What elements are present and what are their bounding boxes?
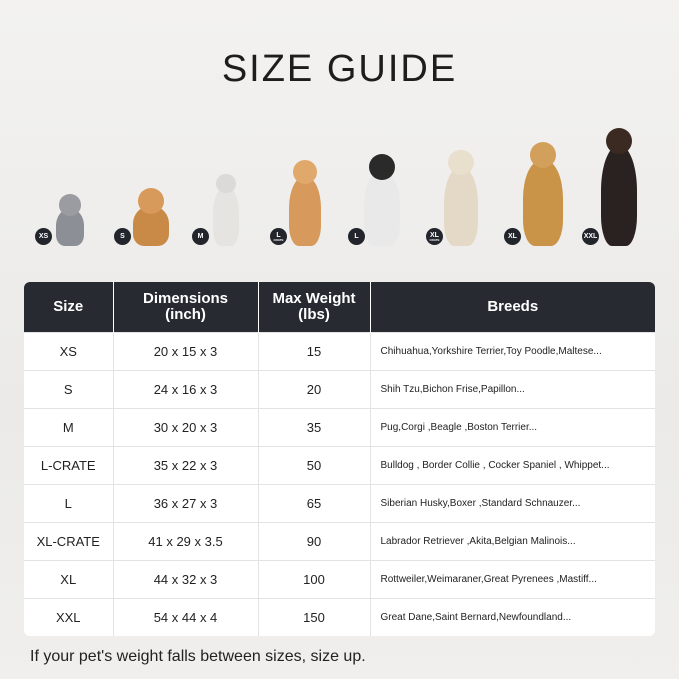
page-title: SIZE GUIDE [221,48,458,90]
dimensions-cell: 20 x 15 x 3 [113,331,259,370]
size-cell: L-CRATE [24,445,114,484]
table-header-row: Size Dimensions (inch) Max Weight (lbs) Breed… [24,282,655,332]
dimensions-cell: 41 x 29 x 3.5 [113,521,259,560]
table-row: L 36 x 27 x 3 65 Siberian Husky,Boxer ,Stan… [24,483,655,522]
size-badge: XXL [582,228,599,245]
table-row: M 30 x 20 x 3 35 Pug,Corgi ,Beagle ,Boston … [24,407,655,446]
table-row: XL 44 x 32 x 3 100 Rottweiler,Weimaraner,Gr… [24,559,655,598]
size-badge: XL [504,228,521,245]
size-badge: XS [35,228,52,245]
size-cell: L [24,483,114,522]
header-line: Size [53,297,84,315]
weight-cell: 90 [258,521,371,560]
header-line: Max Weight [272,289,356,307]
column-header: Breeds [370,282,655,332]
dimensions-cell: 36 x 27 x 3 [113,483,259,522]
dimensions-cell: 24 x 16 x 3 [113,369,259,408]
dimensions-cell: 44 x 32 x 3 [113,559,259,598]
header-line: Dimensions [142,289,229,307]
weight-cell: 20 [258,369,371,408]
golden-retriever-image [518,142,568,246]
badge-label: XXL [583,233,598,240]
size-badge: XL CRATE [426,228,443,245]
breeds-cell: Chihuahua,Yorkshire Terrier,Toy Poodle,M… [370,331,655,370]
header-line: (inch) [165,305,206,323]
size-badge: M [192,228,209,245]
border-collie-image [360,154,404,246]
badge-sublabel: CRATE [273,237,284,242]
size-table: Size Dimensions (inch) Max Weight (lbs) Breed… [24,282,655,636]
breeds-cell: Labrador Retriever ,Akita,Belgian Malino… [370,521,655,560]
table-row: S 24 x 16 x 3 20 Shih Tzu,Bichon Frise,Papi… [24,369,655,408]
weight-cell: 65 [258,483,371,522]
weight-cell: 150 [258,597,371,636]
dimensions-cell: 54 x 44 x 4 [113,597,259,636]
breeds-cell: Bulldog , Border Collie , Cocker Spaniel… [370,445,655,484]
footer-note: If your pet's weight falls between sizes… [30,648,366,665]
weight-cell: 15 [258,331,371,370]
table-row: XS 20 x 15 x 3 15 Chihuahua,Yorkshire Terri… [24,331,655,370]
size-cell: S [24,369,114,408]
table-row: XXL 54 x 44 x 4 150 Great Dane,Saint Bernar… [24,597,655,636]
labrador-image [440,150,482,246]
dimensions-cell: 35 x 22 x 3 [113,445,259,484]
french-bulldog-image [210,174,242,246]
size-cell: XXL [24,597,114,636]
breeds-cell: Great Dane,Saint Bernard,Newfoundland... [370,597,655,636]
table-row: XL-CRATE 41 x 29 x 3.5 90 Labrador Retrieve… [24,521,655,560]
size-cell: XL [24,559,114,598]
doberman-image [596,128,642,246]
header-line: Breeds [487,297,539,315]
size-badge: L CRATE [270,228,287,245]
badge-label: L [354,233,359,240]
breeds-cell: Pug,Corgi ,Beagle ,Boston Terrier... [370,407,655,446]
badge-sublabel: CRATE [429,237,440,242]
column-header: Size [24,282,114,332]
breeds-cell: Siberian Husky,Boxer ,Standard Schnauzer… [370,483,655,522]
shiba-inu-image [285,160,325,246]
table-row: L-CRATE 35 x 22 x 3 50 Bulldog , Border Col… [24,445,655,484]
size-cell: M [24,407,114,446]
weight-cell: 35 [258,407,371,446]
badge-label: XL [430,231,439,239]
pomeranian-image [128,188,174,246]
size-cell: XS [24,331,114,370]
cat-image [52,194,88,246]
badge-label: XL [508,233,517,240]
badge-label: XS [38,233,49,240]
badge-label: M [197,233,204,240]
weight-cell: 100 [258,559,371,598]
weight-cell: 50 [258,445,371,484]
size-badge: S [114,228,131,245]
size-badge: L [348,228,365,245]
column-header: Dimensions (inch) [113,282,259,332]
breeds-cell: Rottweiler,Weimaraner,Great Pyrenees ,Ma… [370,559,655,598]
badge-label: S [120,233,125,240]
header-line: (lbs) [298,305,330,323]
breeds-cell: Shih Tzu,Bichon Frise,Papillon... [370,369,655,408]
size-cell: XL-CRATE [24,521,114,560]
dimensions-cell: 30 x 20 x 3 [113,407,259,446]
column-header: Max Weight (lbs) [258,282,371,332]
badge-label: L [276,231,281,239]
